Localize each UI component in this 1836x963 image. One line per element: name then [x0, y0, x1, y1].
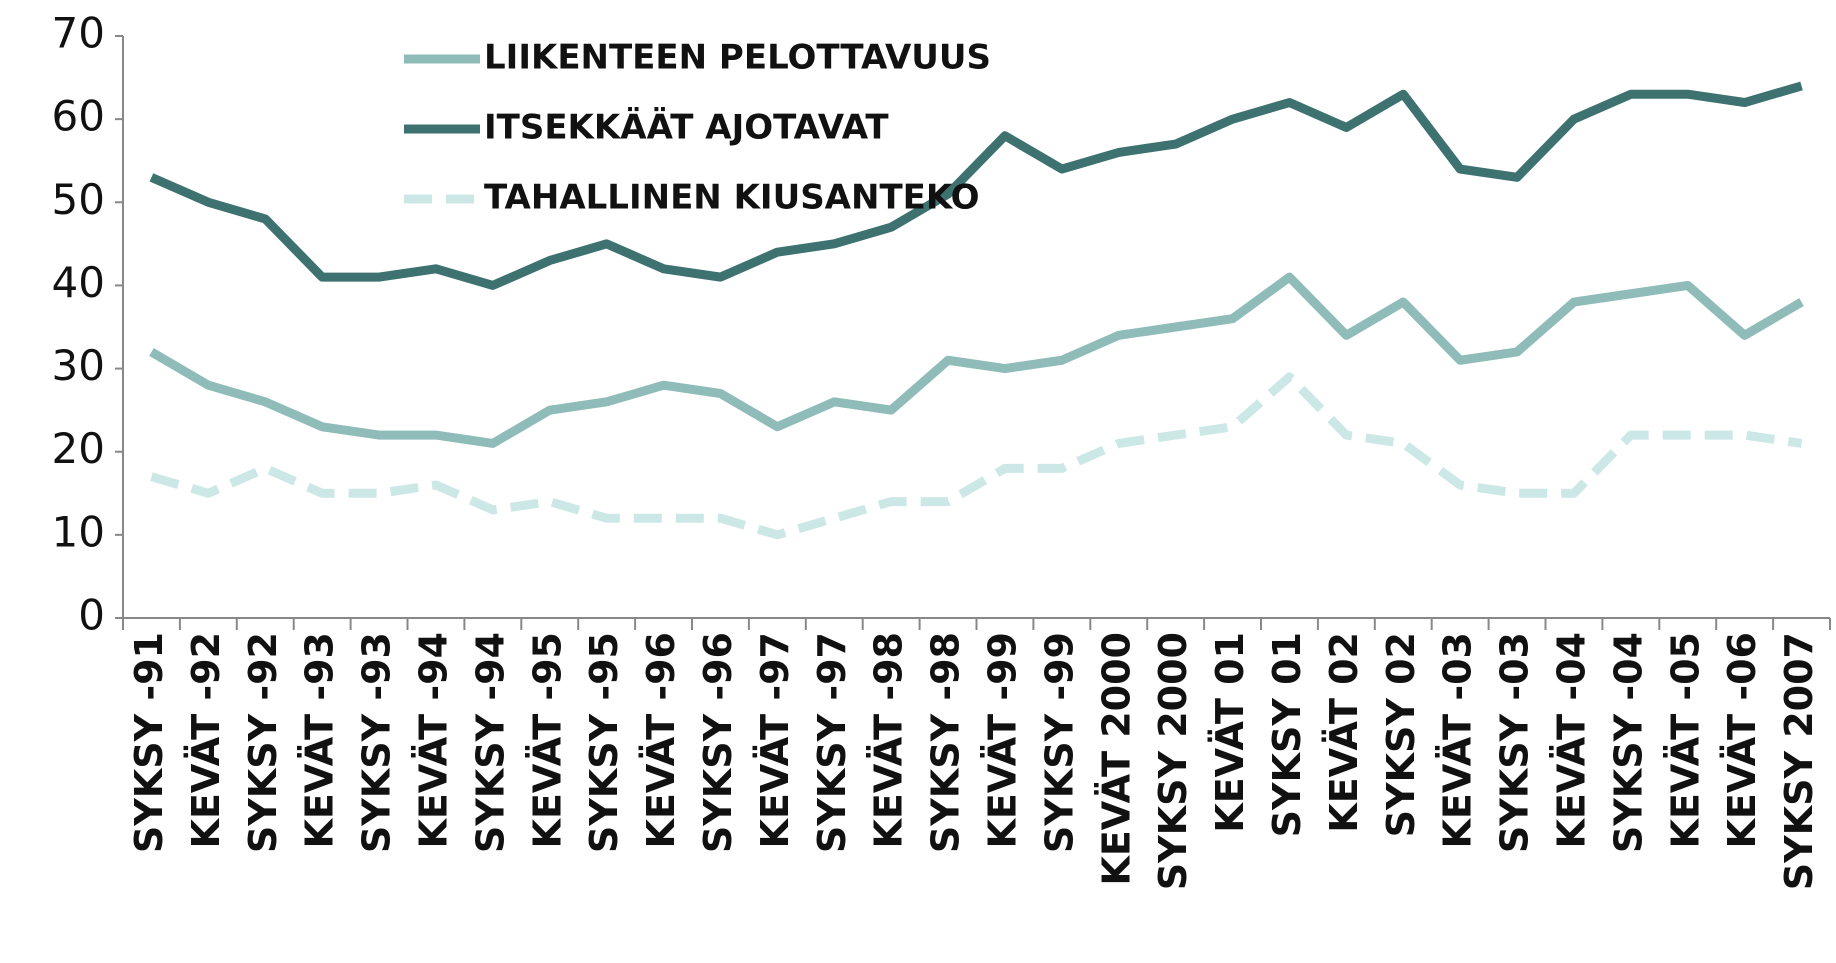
x-tick-label: KEVÄT -92: [184, 632, 228, 849]
x-tick-label: KEVÄT 2000: [1094, 632, 1138, 886]
x-tick-label: KEVÄT -06: [1720, 632, 1764, 849]
x-tick-label: KEVÄT 02: [1322, 632, 1366, 833]
x-tick-label: SYKSY 02: [1379, 632, 1423, 837]
series-line: [149, 272, 1804, 448]
series-line: [150, 372, 1803, 540]
x-tick-label: SYKSY -97: [810, 632, 854, 853]
x-tick-label: KEVÄT -97: [753, 632, 797, 849]
x-tick-label: KEVÄT -99: [980, 632, 1024, 849]
y-tick-label: 60: [52, 92, 105, 141]
x-tick-label: SYKSY -96: [696, 632, 740, 853]
x-tick-label: SYKSY -94: [468, 632, 512, 853]
x-tick-label: SYKSY -03: [1493, 632, 1537, 853]
y-tick-label: 70: [52, 9, 105, 58]
x-tick-label: KEVÄT 01: [1208, 632, 1252, 833]
x-tick-label: KEVÄT -96: [639, 632, 683, 849]
y-tick-label: 30: [52, 341, 105, 390]
x-tick-label: SYKSY 2007: [1777, 632, 1821, 890]
x-tick-label: SYKSY -92: [241, 632, 285, 853]
series-line: [149, 81, 1803, 290]
x-tick-label: SYKSY -93: [355, 632, 399, 853]
y-tick-label: 50: [52, 175, 105, 224]
x-tick-label: KEVÄT -94: [411, 632, 455, 849]
y-tick-label: 20: [52, 424, 105, 473]
legend-label: LIIKENTEEN PELOTTAVUUS: [484, 38, 991, 78]
x-tick-label: SYKSY -99: [1037, 632, 1081, 853]
x-tick-label: KEVÄT -03: [1436, 632, 1480, 849]
x-tick-label: SYKSY -91: [127, 632, 171, 853]
legend-label: ITSEKKÄÄT AJOTAVAT: [484, 107, 889, 148]
y-tick-label: 40: [52, 258, 105, 307]
x-tick-label: SYKSY -04: [1606, 632, 1650, 853]
x-tick-label: KEVÄT -05: [1663, 632, 1707, 849]
legend-label: TAHALLINEN KIUSANTEKO: [484, 178, 980, 218]
x-tick-label: KEVÄT -04: [1549, 632, 1593, 849]
x-tick-label: SYKSY 01: [1265, 632, 1309, 837]
y-tick-label: 0: [78, 591, 105, 640]
y-tick-label: 10: [52, 507, 105, 556]
x-tick-label: SYKSY 2000: [1151, 632, 1195, 890]
x-tick-label: KEVÄT -95: [525, 632, 569, 849]
x-tick-label: SYKSY -95: [582, 632, 626, 853]
x-tick-label: KEVÄT -93: [298, 632, 342, 849]
x-tick-label: SYKSY -98: [924, 632, 968, 853]
x-tick-label: KEVÄT -98: [867, 632, 911, 849]
